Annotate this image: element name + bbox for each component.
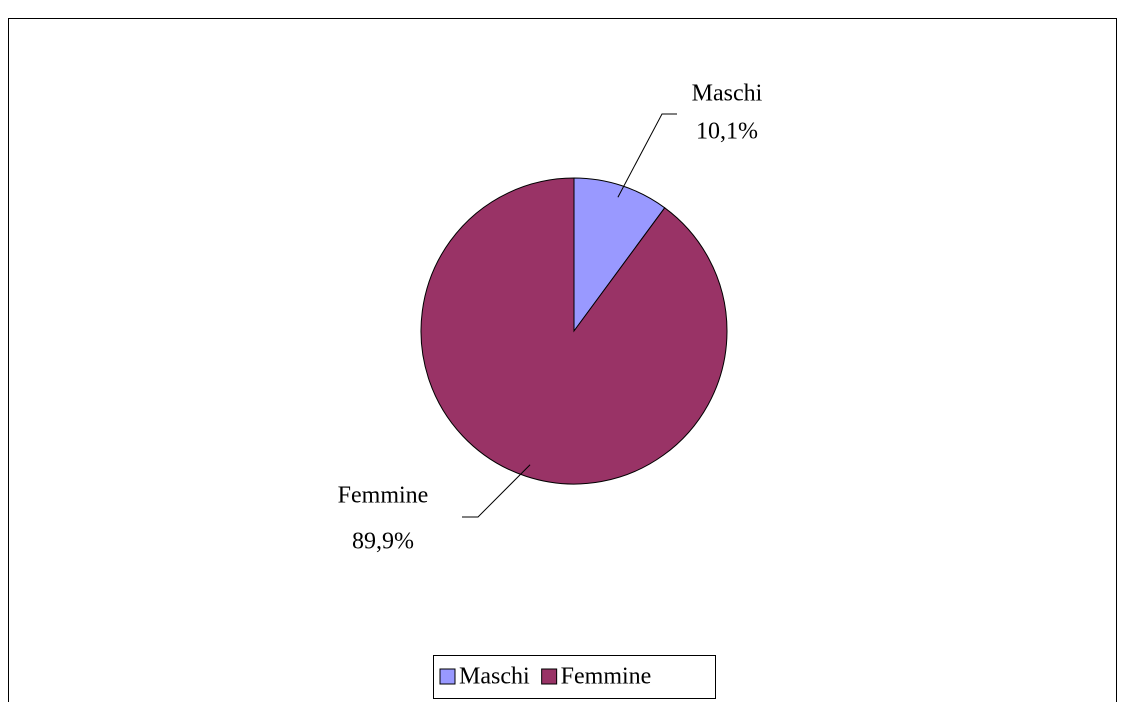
pie: [420, 177, 728, 485]
data-label-value: 10,1%: [696, 119, 758, 145]
legend-label: Femmine: [561, 664, 652, 690]
legend: [433, 655, 716, 699]
data-label-value: 89,9%: [352, 529, 414, 555]
leader-line: [462, 464, 531, 518]
data-labels: Maschi 10,1% Femmine 89,9%: [338, 81, 763, 555]
legend-swatch: [439, 668, 456, 685]
legend-items: Maschi Femmine: [439, 664, 652, 690]
pie-slice: [573, 177, 666, 333]
leader-line: [617, 113, 677, 198]
pie-slice: [420, 177, 728, 485]
legend-swatch: [541, 668, 558, 685]
data-label-name: Maschi: [692, 81, 763, 107]
chart-frame: [8, 18, 1117, 702]
data-label-name: Femmine: [338, 483, 429, 509]
legend-label: Maschi: [459, 664, 530, 690]
